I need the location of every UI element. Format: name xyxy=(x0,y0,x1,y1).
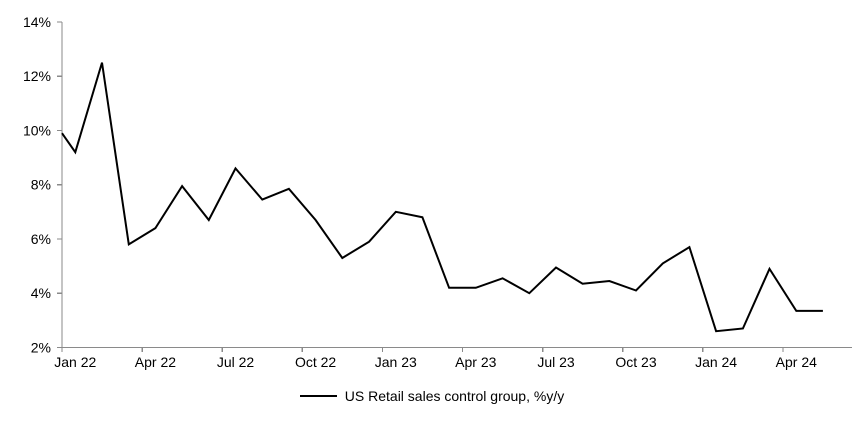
y-axis-label: 14% xyxy=(23,14,51,30)
legend-line-swatch xyxy=(299,395,337,397)
x-axis-label: Oct 22 xyxy=(295,354,336,370)
data-line-us-retail-sales-control-group xyxy=(61,62,823,333)
x-axis-label: Apr 23 xyxy=(455,354,496,370)
y-axis-label: 8% xyxy=(31,177,51,193)
x-axis-label: Apr 24 xyxy=(776,354,817,370)
legend-label: US Retail sales control group, %y/y xyxy=(344,388,565,404)
x-axis-label: Apr 22 xyxy=(135,354,176,370)
chart-legend: US Retail sales control group, %y/y xyxy=(6,388,852,404)
x-axis-label: Jan 23 xyxy=(375,354,417,370)
x-axis-label: Jan 24 xyxy=(695,354,737,370)
y-axis-label: 10% xyxy=(23,123,51,139)
y-axis-label: 6% xyxy=(31,231,51,247)
y-axis-label: 12% xyxy=(23,68,51,84)
y-axis-label: 4% xyxy=(31,285,51,301)
x-axis-label: Jul 23 xyxy=(537,354,575,370)
x-axis-label: Jan 22 xyxy=(54,354,96,370)
x-axis-label: Jul 22 xyxy=(217,354,255,370)
x-axis-label: Oct 23 xyxy=(615,354,656,370)
y-axis-label: 2% xyxy=(31,340,51,356)
